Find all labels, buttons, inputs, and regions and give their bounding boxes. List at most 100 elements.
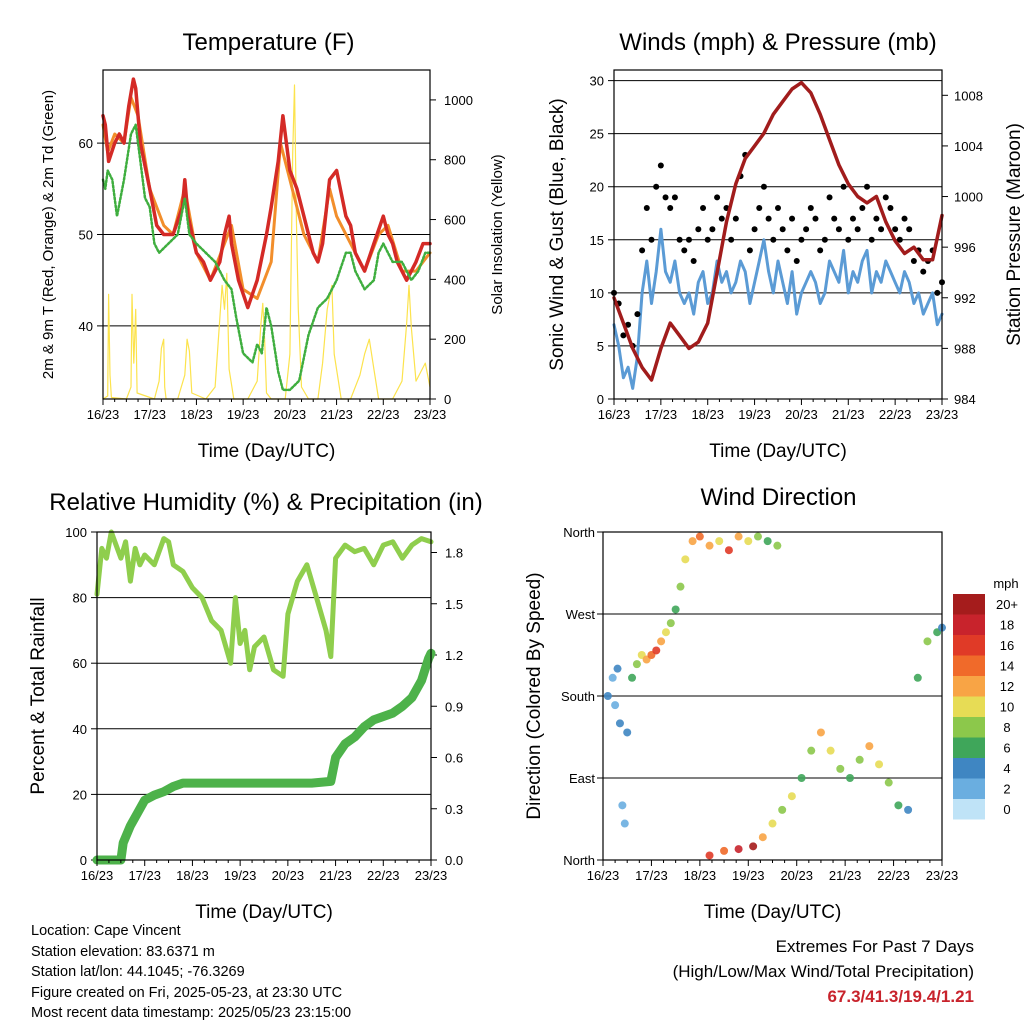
direction-point <box>611 701 620 710</box>
y-tick-label: 20 <box>73 787 87 802</box>
station-location: Location: Cape Vincent <box>31 923 181 939</box>
legend-swatch <box>953 655 985 676</box>
direction-point <box>763 537 772 546</box>
gust-point <box>868 236 875 243</box>
station-latlon: Station lat/lon: 44.1045; -76.3269 <box>31 964 245 980</box>
x-tick-label: 19/23 <box>227 407 260 422</box>
gust-point <box>765 215 772 222</box>
x-tick-label: 20/23 <box>272 868 305 883</box>
gust-point <box>709 226 716 233</box>
legend-label: 4 <box>1003 761 1010 776</box>
gust-point <box>751 226 758 233</box>
legend-label: 10 <box>1000 700 1014 715</box>
x-axis-label: Time (Day/UTC) <box>198 441 336 462</box>
gust-point <box>840 183 847 190</box>
legend-swatch <box>953 737 985 758</box>
y2-tick-label: 400 <box>444 272 466 287</box>
gust-point <box>634 311 641 318</box>
direction-point <box>720 846 729 855</box>
direction-point <box>787 792 796 801</box>
gust-point <box>620 332 627 339</box>
gust-point <box>906 226 913 233</box>
extremes-values: 67.3/41.3/19.4/1.21 <box>827 987 974 1006</box>
y2-tick-label: 1.2 <box>445 648 463 663</box>
x-tick-label: 22/23 <box>877 868 910 883</box>
direction-point <box>753 532 762 541</box>
direction-point <box>652 646 661 655</box>
y-axis-label: Direction (Colored By Speed) <box>524 572 545 819</box>
pressure-series <box>612 80 944 382</box>
y-tick-label: 0 <box>597 392 604 407</box>
extremes-subheading: (High/Low/Max Wind/Total Precipitation) <box>672 962 974 981</box>
y2-tick-label: 1000 <box>954 190 983 205</box>
direction-point <box>688 537 697 546</box>
x-tick-label: 17/23 <box>128 868 161 883</box>
y2-axis-label: Solar Insolation (Yellow) <box>489 154 506 314</box>
y2-tick-label: 996 <box>954 240 976 255</box>
speed-legend: mph 20+ 18 16 14 12 10 8 6 4 2 0 <box>953 576 1019 820</box>
gust-point <box>643 204 650 211</box>
y-tick-label: 5 <box>597 339 604 354</box>
direction-point <box>797 774 806 782</box>
y2-tick-label: 1008 <box>954 88 983 103</box>
direction-point <box>778 805 787 814</box>
gust-point <box>784 247 791 254</box>
gust-point <box>934 289 941 296</box>
x-tick-label: 16/23 <box>587 868 620 883</box>
direction-point <box>826 746 835 755</box>
y-tick-label: East <box>569 771 595 786</box>
gust-point <box>704 236 711 243</box>
gust-point <box>864 183 871 190</box>
y2-tick-label: 600 <box>444 213 466 228</box>
direction-point <box>681 555 690 564</box>
station-info: Location: Cape Vincent Station elevation… <box>31 921 351 1024</box>
wind-direction-chart: Wind DirectionNorthEastSouthWestNorth16/… <box>524 484 1019 923</box>
gust-point <box>676 236 683 243</box>
gust-point <box>690 258 697 265</box>
direction-point <box>875 760 884 769</box>
gust-point <box>882 194 889 201</box>
x-tick-label: 19/23 <box>224 868 257 883</box>
y-axis-label: 2m & 9m T (Red, Orange) & 2m Td (Green) <box>40 90 57 379</box>
gust-point <box>859 204 866 211</box>
gust-point <box>657 162 664 169</box>
x-tick-label: 23/23 <box>414 407 447 422</box>
x-tick-label: 18/23 <box>684 868 717 883</box>
direction-point <box>894 801 903 810</box>
x-axis-label: Time (Day/UTC) <box>195 902 333 923</box>
y-tick-label: 80 <box>73 591 87 606</box>
direction-point <box>836 764 845 773</box>
direction-point <box>657 637 666 646</box>
direction-point <box>758 833 767 842</box>
y2-axis-label: Station Pressure (Maroon) <box>1004 123 1024 346</box>
x-tick-label: 19/23 <box>738 407 771 422</box>
x-tick-label: 21/23 <box>319 868 352 883</box>
gust-point <box>887 204 894 211</box>
gust-point <box>789 215 796 222</box>
gust-point <box>775 204 781 211</box>
dewpoint-series <box>101 123 432 392</box>
legend-label: 16 <box>1000 638 1014 653</box>
gust-point <box>718 215 725 222</box>
y2-tick-label: 992 <box>954 291 976 306</box>
x-axis-label: Time (Day/UTC) <box>704 902 842 923</box>
gust-point <box>920 268 927 275</box>
extremes-heading: Extremes For Past 7 Days <box>775 937 974 956</box>
direction-point <box>749 842 758 851</box>
gust-point <box>798 236 805 243</box>
temp-2m-series <box>101 77 432 310</box>
x-tick-label: 22/23 <box>879 407 912 422</box>
legend-swatch <box>953 758 985 779</box>
y-tick-label: South <box>561 689 595 704</box>
gust-point <box>685 236 692 243</box>
legend-label: 14 <box>1000 659 1014 674</box>
figure-created: Figure created on Fri, 2025-05-23, at 23… <box>31 984 343 1001</box>
x-tick-label: 20/23 <box>780 868 813 883</box>
x-tick-label: 17/23 <box>635 868 668 883</box>
x-tick-label: 20/23 <box>274 407 307 422</box>
y-tick-label: 100 <box>65 525 87 540</box>
extremes-panel: Extremes For Past 7 Days (High/Low/Max W… <box>673 934 974 1009</box>
chart-title: Relative Humidity (%) & Precipitation (i… <box>49 489 482 516</box>
x-tick-label: 23/23 <box>926 868 959 883</box>
y-tick-label: 50 <box>79 228 93 243</box>
